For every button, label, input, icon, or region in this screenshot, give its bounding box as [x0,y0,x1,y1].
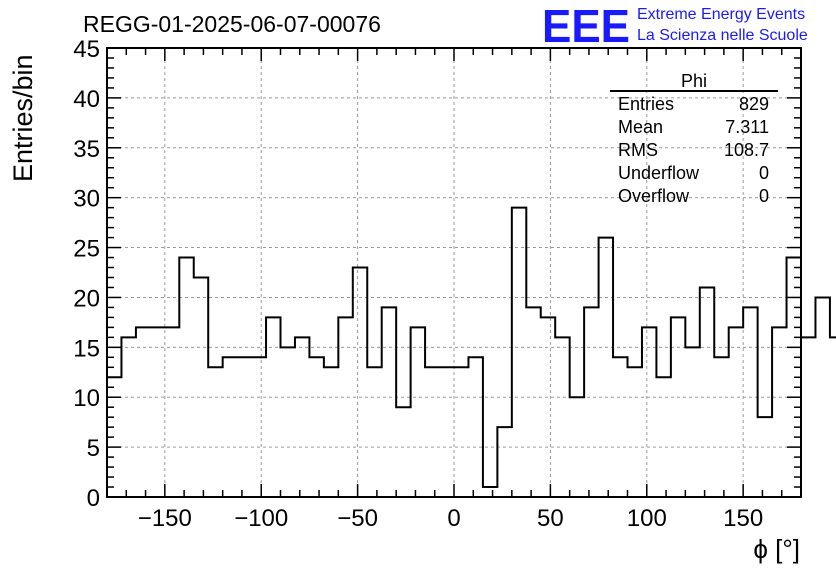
y-tick-label: 30 [73,186,100,213]
stats-label: Overflow [618,186,690,206]
y-tick-label: 40 [73,86,100,113]
stats-rows: Entries 829 Mean 7.311 RMS 108.7 Underflow 0 Ove… [618,94,769,206]
y-tick-label: 35 [73,136,100,163]
chart-title: REGG-01-2025-06-07-00076 [83,11,381,37]
x-tick-labels: −150 −100 −50 0 50 100 150 [138,505,763,532]
stats-value: 7.311 [725,117,769,137]
y-tick-label: 10 [73,385,100,412]
x-tick-label: −50 [337,505,378,532]
grid [107,47,801,497]
stats-label: Mean [618,117,663,137]
x-tick-label: −150 [138,505,192,532]
stats-title: Phi [681,71,707,91]
x-tick-label: 0 [447,505,460,532]
y-tick-labels: 0 5 10 15 20 25 30 35 40 45 [73,36,100,512]
y-tick-label: 20 [73,285,100,312]
logo-line-2: La Scienza nelle Scuole [637,27,808,44]
stats-label: Entries [618,94,674,114]
plot-frame [106,47,802,498]
logo-line-1: Extreme Energy Events [637,6,805,23]
y-tick-label: 5 [87,435,100,462]
stats-box: Phi Entries 829 Mean 7.311 RMS 108.7 Underflow… [610,71,778,206]
histogram-line [107,206,836,489]
y-tick-label: 45 [73,36,100,63]
x-tick-label: 150 [723,505,763,532]
stats-value: 829 [739,94,769,114]
y-tick-label: 25 [73,236,100,263]
y-tick-label: 0 [87,485,100,512]
stats-value: 0 [759,163,769,183]
x-tick-label: 100 [627,505,667,532]
stats-label: Underflow [618,163,700,183]
eee-logo: EEE [542,0,630,52]
stats-label: RMS [618,140,658,160]
x-tick-label: 50 [537,505,564,532]
x-tick-label: −100 [234,505,288,532]
x-axis-label: ϕ [°] [753,534,800,564]
stats-value: 108.7 [724,140,769,160]
stats-value: 0 [759,186,769,206]
axis-ticks [107,47,801,498]
y-tick-label: 15 [73,335,100,362]
y-axis-label: Entries/bin [8,54,38,182]
